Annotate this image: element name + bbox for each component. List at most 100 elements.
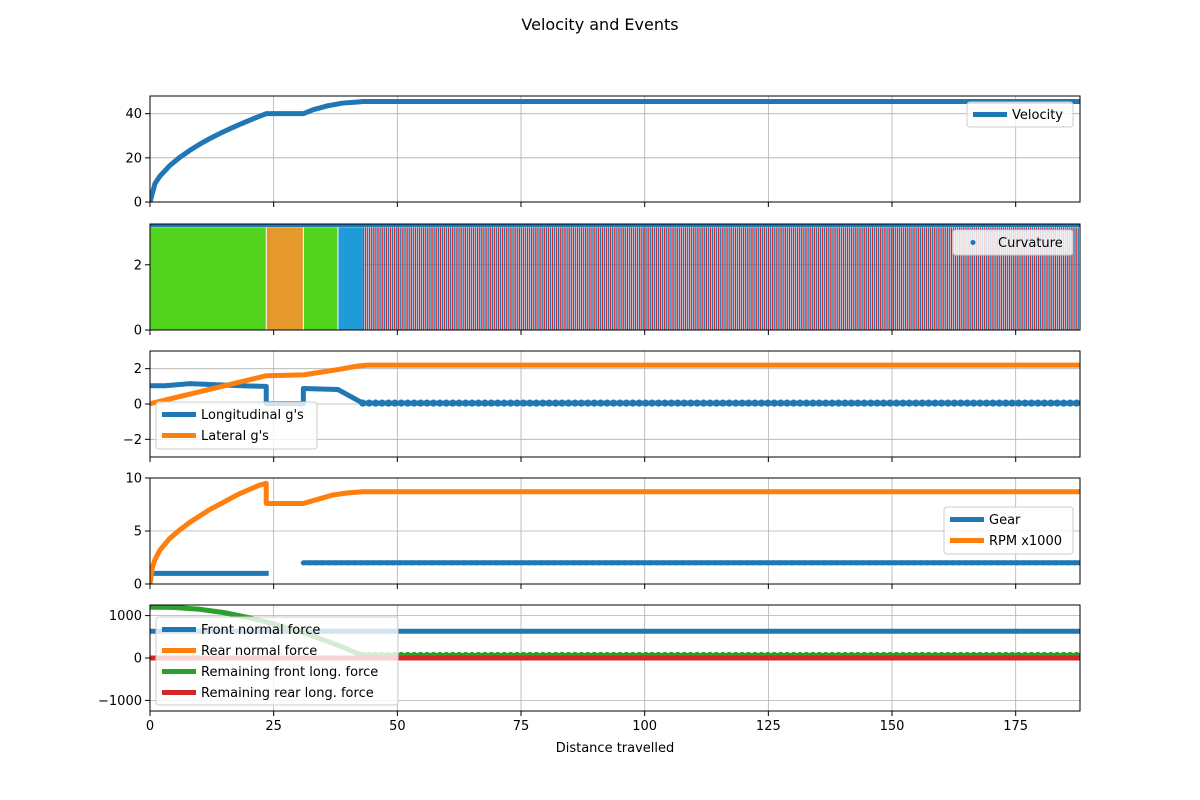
event-stripe [537, 227, 539, 330]
event-stripe [1010, 227, 1013, 330]
series-gear-marker [905, 560, 911, 566]
event-stripe [1037, 227, 1040, 330]
series-gear-marker [480, 560, 487, 566]
event-stripe [371, 227, 373, 330]
panel-forces: −1000 0 1000 0 25 50 75 100 125 150 175 Front norma… [98, 604, 1081, 734]
event-stripe [433, 227, 435, 330]
series-gear-marker [474, 560, 480, 566]
series-longitudinal-g-s-marker [442, 399, 450, 407]
event-stripe [674, 227, 676, 330]
event-stripe [601, 227, 604, 330]
event-stripe [1054, 227, 1057, 330]
event-stripe [1077, 227, 1079, 330]
event-stripe [589, 227, 591, 330]
event-stripe [622, 227, 624, 330]
event-stripe [834, 227, 836, 330]
series-gear-marker [622, 560, 628, 566]
event-stripe [863, 227, 865, 330]
event-stripe [458, 227, 460, 330]
event-stripe [489, 227, 491, 330]
event-stripe [497, 227, 500, 330]
event-stripe [757, 227, 759, 330]
series-longitudinal-g-s-marker [912, 399, 920, 407]
series-gear-marker [963, 560, 969, 566]
series-gear-marker [718, 560, 724, 566]
event-stripe [753, 227, 755, 330]
event-stripe [1017, 227, 1019, 330]
event-stripe [979, 227, 982, 330]
event-stripe [1069, 227, 1071, 330]
event-stripe [994, 227, 996, 330]
series-longitudinal-g-s-marker [507, 399, 515, 407]
series-gear-marker [448, 560, 454, 566]
event-stripe [435, 227, 437, 330]
event-stripe [512, 227, 514, 330]
series-gear-marker [828, 560, 834, 566]
event-stripe [734, 227, 737, 330]
event-stripe [900, 227, 903, 330]
event-stripe [676, 227, 678, 330]
event-stripe [1035, 227, 1038, 330]
series-longitudinal-g-s-marker [789, 399, 798, 407]
series-longitudinal-g-s-marker [950, 399, 958, 407]
series-longitudinal-g-s-marker [725, 399, 733, 407]
event-stripe [666, 227, 668, 330]
event-stripe [780, 227, 782, 330]
event-stripe [701, 227, 703, 330]
event-stripe [454, 227, 456, 330]
event-stripe [495, 227, 498, 330]
series-gear-marker [345, 560, 351, 566]
y-tick-label: 0 [134, 398, 142, 413]
series-gear-marker [712, 560, 718, 566]
event-stripe [682, 227, 685, 330]
panel-g-forces: −2 0 2 Longitudinal g's Lateral g's [123, 350, 1081, 462]
series-gear-marker [455, 560, 461, 566]
series-gear-marker [982, 560, 988, 566]
event-stripe [971, 227, 973, 330]
series-longitudinal-g-s-marker [719, 399, 727, 407]
series-longitudinal-g-s-marker [854, 399, 862, 407]
series-longitudinal-g-s-marker [603, 399, 611, 407]
event-stripe [956, 227, 959, 330]
series-gear-marker [564, 560, 570, 566]
series-longitudinal-g-s-marker [783, 399, 791, 407]
event-block [150, 227, 267, 330]
series-rpm-x1000 [150, 480, 1080, 584]
series-longitudinal-g-s-marker [436, 399, 444, 407]
series-gear-marker [532, 560, 538, 566]
legend-box [952, 229, 1074, 256]
series-gear-marker [750, 560, 757, 566]
series-gear-marker [352, 560, 358, 566]
event-stripe [1013, 227, 1015, 330]
event-stripe [986, 227, 988, 330]
event-stripe [580, 227, 583, 330]
series-gear-marker [603, 560, 609, 566]
event-stripe [445, 227, 448, 330]
event-stripe [603, 227, 606, 330]
event-stripe [474, 227, 477, 330]
event-stripe [607, 227, 610, 330]
series-longitudinal-g-s-marker [552, 399, 560, 407]
series-gear-marker [390, 560, 396, 566]
series-gear-marker [590, 560, 596, 566]
y-tick-label: 0 [134, 196, 142, 211]
event-stripe [875, 227, 878, 330]
event-stripe [1040, 227, 1042, 330]
event-stripe [965, 227, 967, 330]
event-stripe [934, 227, 936, 330]
event-stripe [404, 227, 406, 330]
y-tick-label: 10 [125, 472, 142, 487]
event-stripe [628, 227, 631, 330]
event-stripe [838, 227, 840, 330]
event-stripe [745, 227, 747, 330]
series-longitudinal-g-s-marker [609, 399, 618, 407]
event-stripe [518, 227, 521, 330]
series-longitudinal-g-s-marker [474, 399, 483, 407]
series-longitudinal-g-s-marker [796, 399, 804, 407]
series-longitudinal-g-s-marker [391, 399, 399, 407]
series-longitudinal-g-s-marker [378, 399, 386, 407]
series-longitudinal-g-s-marker [416, 399, 425, 407]
series-gear-marker [673, 560, 679, 566]
event-stripe [609, 227, 612, 330]
series-longitudinal-g-s-marker [770, 399, 778, 407]
